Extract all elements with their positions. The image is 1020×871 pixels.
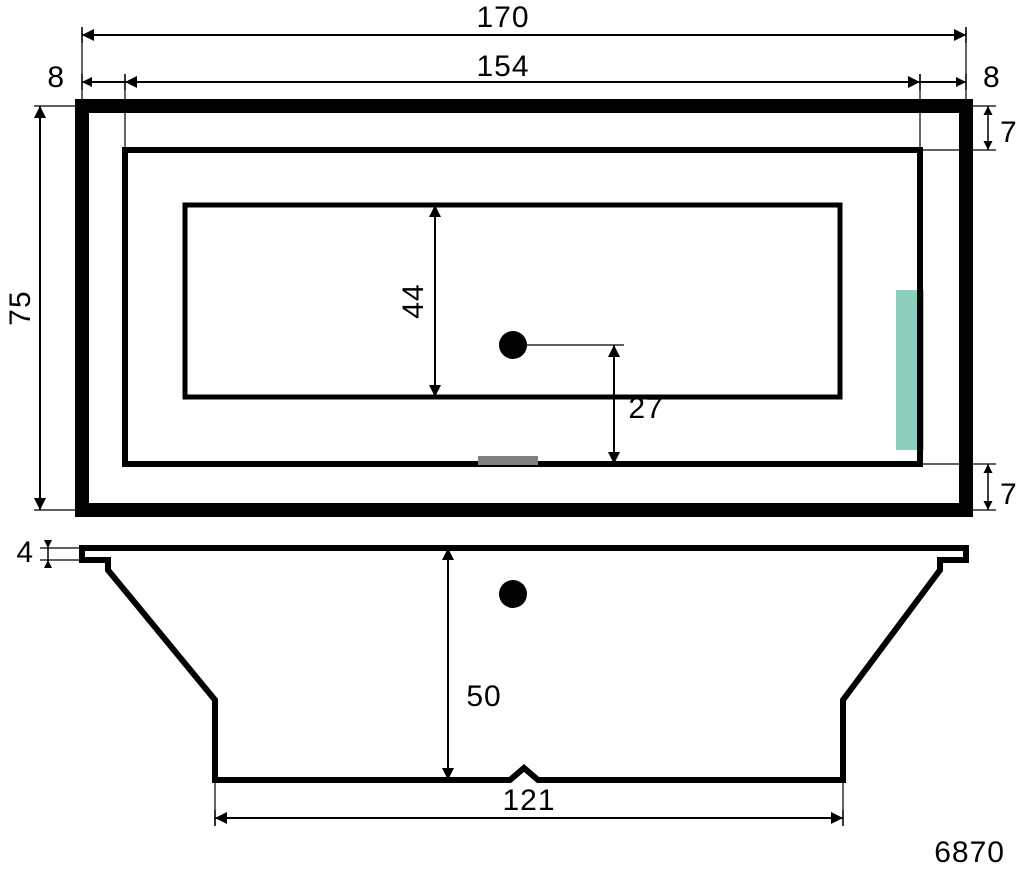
drain-section: [499, 580, 527, 608]
tub-section-outline: [82, 548, 966, 780]
dim-label: 4: [16, 536, 34, 569]
technical-drawing: 170 154 8 8 75 7,5 7,5 44 27 4 50 121 6870: [0, 0, 1020, 871]
dim-label: 7,5: [1000, 116, 1020, 149]
dim-label: 27: [628, 392, 663, 425]
dim-label: 50: [466, 680, 501, 713]
dim-label: 170: [476, 1, 529, 34]
product-id: 6870: [934, 836, 1005, 869]
accent-shelf: [688, 290, 924, 450]
overflow-slot: [478, 456, 538, 465]
dim-label: 7,5: [1000, 478, 1020, 511]
dim-label: 75: [4, 290, 37, 325]
tub-outer-rim: [82, 106, 966, 510]
tub-basin-floor: [185, 205, 840, 397]
dim-label: 44: [397, 283, 430, 318]
dim-label: 8: [47, 61, 65, 94]
tub-inner-edge: [125, 150, 920, 464]
dim-label: 154: [476, 50, 529, 83]
dim-label: 8: [983, 61, 1001, 94]
dim-label: 121: [502, 784, 555, 817]
